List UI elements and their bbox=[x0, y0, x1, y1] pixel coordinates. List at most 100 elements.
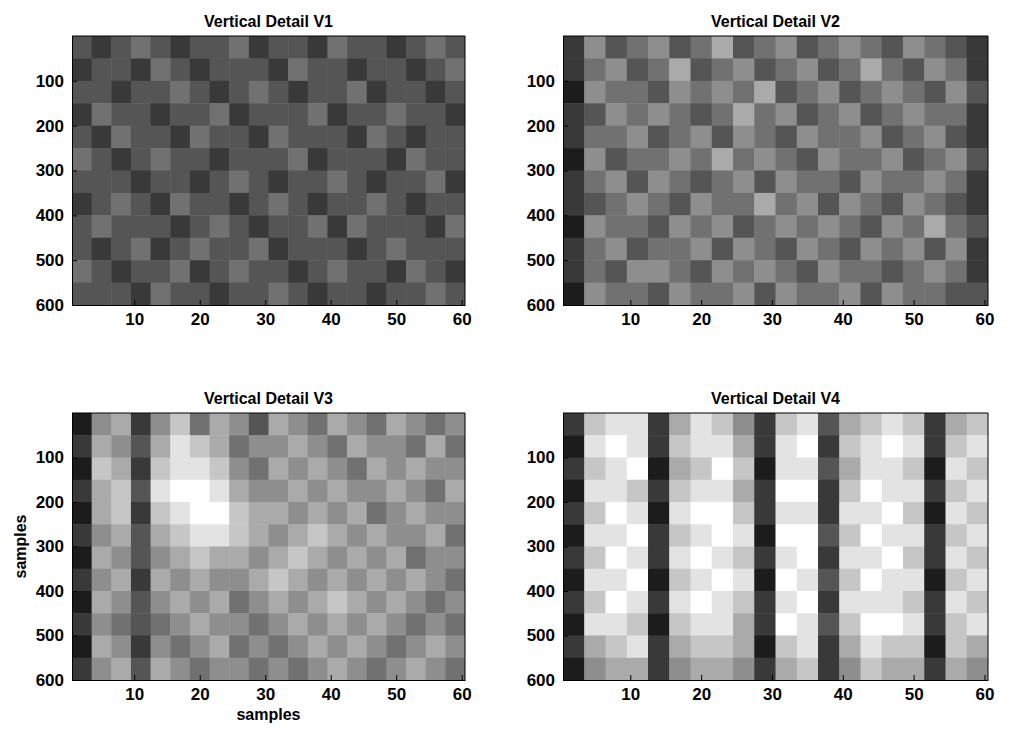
heatmap-cell bbox=[249, 171, 269, 194]
heatmap-cell bbox=[839, 591, 861, 614]
x-tick: 40 bbox=[322, 675, 341, 704]
heatmap-cell bbox=[839, 103, 861, 126]
heatmap-cell bbox=[691, 81, 713, 104]
heatmap-cell bbox=[367, 502, 387, 525]
heatmap-cell bbox=[563, 193, 585, 216]
heatmap-cell bbox=[131, 58, 151, 81]
x-tick-mark bbox=[331, 300, 332, 305]
heatmap-cell bbox=[797, 636, 819, 659]
heatmap-cell bbox=[861, 524, 883, 547]
heatmap-cell bbox=[151, 591, 171, 614]
heatmap-cell bbox=[229, 569, 249, 592]
heatmap-cell bbox=[627, 103, 649, 126]
heatmap-cell bbox=[648, 435, 670, 458]
heatmap-cell bbox=[131, 591, 151, 614]
heatmap-cell bbox=[111, 480, 131, 503]
heatmap-cell bbox=[669, 613, 691, 636]
heatmap-cell bbox=[839, 658, 861, 680]
heatmap-cell bbox=[327, 260, 347, 283]
heatmap-cell bbox=[406, 480, 426, 503]
heatmap-cell bbox=[269, 591, 289, 614]
heatmap-cell bbox=[776, 613, 798, 636]
heatmap-cell bbox=[648, 126, 670, 149]
heatmap-cell bbox=[210, 36, 230, 59]
heatmap-cell bbox=[903, 435, 925, 458]
heatmap-cell bbox=[327, 435, 347, 458]
heatmap-cell bbox=[426, 480, 446, 503]
heatmap-cell bbox=[882, 435, 904, 458]
heatmap-cell bbox=[445, 569, 465, 592]
heatmap-cell bbox=[229, 148, 249, 171]
heatmap-cell bbox=[818, 591, 840, 614]
heatmap-cell bbox=[861, 435, 883, 458]
x-tick-label: 10 bbox=[125, 310, 144, 329]
heatmap-cell bbox=[606, 613, 628, 636]
heatmap-cell bbox=[249, 524, 269, 547]
heatmap-cell bbox=[776, 171, 798, 194]
heatmap-cell bbox=[92, 547, 112, 570]
panel: 102030405060100200300400500600Vertical D… bbox=[527, 13, 995, 329]
heatmap-cell bbox=[347, 103, 367, 126]
heatmap-cell bbox=[818, 58, 840, 81]
x-tick-label: 20 bbox=[692, 310, 711, 329]
heatmap-cell bbox=[190, 81, 210, 104]
y-tick: 100 bbox=[36, 72, 77, 91]
heatmap-cell bbox=[733, 502, 755, 525]
figure: 102030405060100200300400500600Vertical D… bbox=[0, 0, 1011, 734]
heatmap-cell bbox=[406, 636, 426, 659]
heatmap-cell bbox=[288, 413, 308, 436]
heatmap-cell bbox=[72, 126, 92, 149]
heatmap-cell bbox=[288, 480, 308, 503]
y-tick: 300 bbox=[527, 537, 568, 556]
heatmap-cell bbox=[882, 148, 904, 171]
heatmap-cell bbox=[584, 613, 606, 636]
x-tick: 50 bbox=[905, 300, 924, 329]
heatmap-cell bbox=[92, 636, 112, 659]
heatmap-cell bbox=[584, 435, 606, 458]
heatmap-cell bbox=[924, 148, 946, 171]
heatmap-cells bbox=[72, 36, 465, 305]
heatmap-cell bbox=[111, 547, 131, 570]
heatmap-cell bbox=[776, 36, 798, 59]
plot-frame bbox=[465, 36, 466, 305]
heatmap-cell bbox=[818, 171, 840, 194]
heatmap-cell bbox=[406, 81, 426, 104]
heatmap-cell bbox=[924, 238, 946, 261]
heatmap-cell bbox=[72, 215, 92, 238]
heatmap-cell bbox=[111, 636, 131, 659]
heatmap-cell bbox=[733, 636, 755, 659]
heatmap-cell bbox=[903, 283, 925, 305]
heatmap-cell bbox=[967, 238, 988, 261]
heatmap-cell bbox=[754, 435, 776, 458]
heatmap-cell bbox=[288, 502, 308, 525]
heatmap-cell bbox=[308, 171, 328, 194]
heatmap-cell bbox=[861, 658, 883, 680]
heatmap-cell bbox=[627, 458, 649, 481]
heatmap-cell bbox=[882, 591, 904, 614]
heatmap-cell bbox=[386, 36, 406, 59]
heatmap-cell bbox=[903, 260, 925, 283]
heatmap-cell bbox=[269, 458, 289, 481]
x-tick-mark bbox=[772, 675, 773, 680]
heatmap-cell bbox=[131, 636, 151, 659]
heatmap-cell bbox=[648, 171, 670, 194]
heatmap-cell bbox=[733, 435, 755, 458]
heatmap-cell bbox=[445, 480, 465, 503]
y-tick-label: 100 bbox=[527, 72, 555, 91]
heatmap-cell bbox=[733, 283, 755, 305]
heatmap-cell bbox=[669, 658, 691, 680]
heatmap-cell bbox=[386, 103, 406, 126]
heatmap-cell bbox=[712, 458, 734, 481]
heatmap-cell bbox=[327, 524, 347, 547]
heatmap-cell bbox=[288, 193, 308, 216]
heatmap-cell bbox=[347, 435, 367, 458]
heatmap-cell bbox=[249, 636, 269, 659]
heatmap-cell bbox=[249, 458, 269, 481]
heatmap-cell bbox=[445, 524, 465, 547]
heatmap-cell bbox=[903, 613, 925, 636]
heatmap-cell bbox=[861, 547, 883, 570]
x-tick-mark bbox=[984, 300, 985, 305]
heatmap-cell bbox=[584, 283, 606, 305]
heatmap-cell bbox=[386, 148, 406, 171]
heatmap-cell bbox=[903, 591, 925, 614]
